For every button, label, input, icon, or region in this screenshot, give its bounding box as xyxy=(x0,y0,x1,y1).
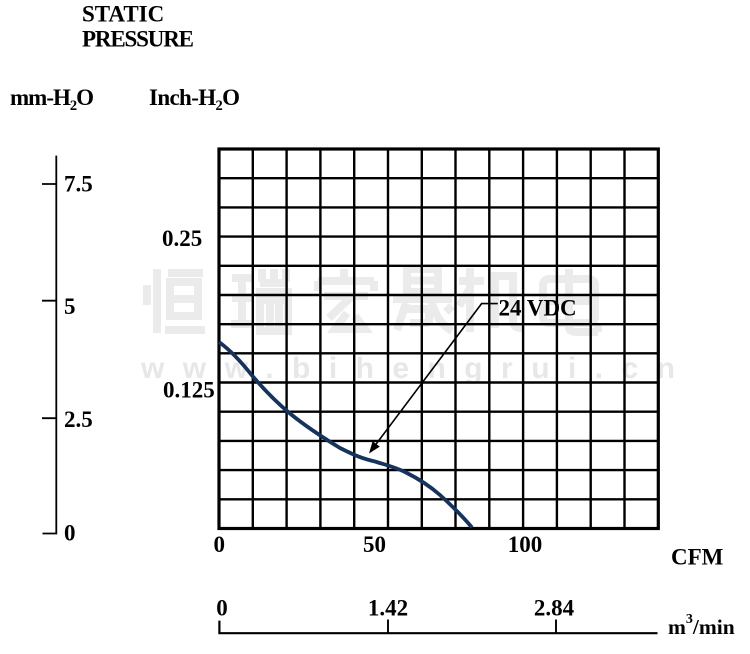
svg-text:0: 0 xyxy=(216,595,228,620)
svg-text:50: 50 xyxy=(363,532,386,557)
svg-text:mm-H2O: mm-H2O xyxy=(10,85,94,114)
svg-text:Inch-H2O: Inch-H2O xyxy=(149,85,240,114)
svg-text:2.84: 2.84 xyxy=(534,595,575,620)
svg-text:7.5: 7.5 xyxy=(64,172,93,197)
svg-text:STATIC: STATIC xyxy=(82,2,164,27)
svg-text:2.5: 2.5 xyxy=(64,407,93,432)
svg-text:5: 5 xyxy=(64,294,76,319)
svg-text:100: 100 xyxy=(508,532,543,557)
svg-text:24 VDC: 24 VDC xyxy=(499,296,577,321)
svg-text:0: 0 xyxy=(213,532,225,557)
svg-text:PRESSURE: PRESSURE xyxy=(82,27,194,52)
svg-text:0.25: 0.25 xyxy=(162,226,202,251)
svg-text:0: 0 xyxy=(64,521,76,546)
svg-text:m3/min: m3/min xyxy=(668,612,735,639)
svg-text:CFM: CFM xyxy=(671,545,724,570)
svg-text:0.125: 0.125 xyxy=(163,378,215,403)
svg-text:1.42: 1.42 xyxy=(368,595,408,620)
